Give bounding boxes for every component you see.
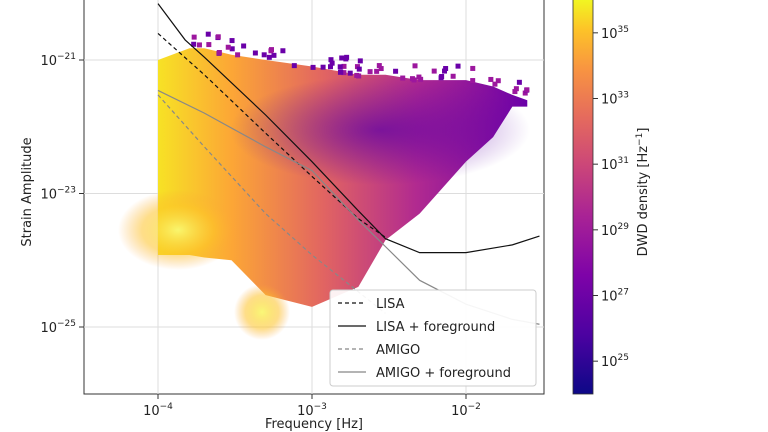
density-speck xyxy=(431,68,437,74)
density-speck xyxy=(268,47,274,53)
series-line-lisa-foreground xyxy=(157,3,540,254)
density-speck xyxy=(488,76,494,82)
colorbar-tick-label-0: 1025 xyxy=(601,353,629,370)
density-speck xyxy=(229,38,235,44)
density-speck xyxy=(215,34,221,40)
density-speck xyxy=(241,43,247,49)
y-axis-ticks: 10−21 10−23 10−25 xyxy=(40,52,84,336)
density-speck xyxy=(206,42,212,48)
density-speck xyxy=(261,52,267,58)
density-speck xyxy=(271,52,277,58)
density-speck xyxy=(492,81,498,87)
density-speck xyxy=(524,87,530,93)
legend-label-amigo-foreground: AMIGO + foreground xyxy=(376,366,511,381)
density-speck xyxy=(235,52,241,58)
colorbar-label: DWD density [Hz−1] xyxy=(635,128,651,257)
density-speck xyxy=(337,69,343,75)
density-speck xyxy=(412,63,418,69)
legend-label-amigo: AMIGO xyxy=(376,343,420,358)
colorbar: 1025 1027 1029 1031 1033 1035 DWD density [Hz… xyxy=(572,0,651,395)
density-top-shade xyxy=(230,75,530,185)
density-speck xyxy=(393,68,399,74)
density-speck xyxy=(320,64,326,70)
density-speck xyxy=(310,64,316,70)
density-speck xyxy=(291,63,297,69)
density-speck xyxy=(470,65,476,71)
density-speck xyxy=(252,50,258,56)
x-tick-label-1: 10−3 xyxy=(297,402,327,419)
density-speck xyxy=(280,48,286,54)
density-speck xyxy=(327,64,333,70)
density-speck xyxy=(522,90,528,96)
density-speck xyxy=(196,42,202,48)
colorbar-tick-label-5: 1035 xyxy=(601,25,629,42)
density-speck xyxy=(344,54,350,60)
legend: LISA LISA + foreground AMIGO AMIGO + foregr… xyxy=(329,289,537,387)
series-line-amigo xyxy=(157,94,386,314)
x-axis-ticks: 10−4 10−3 10−2 xyxy=(143,394,481,419)
density-speck xyxy=(443,66,449,72)
density-speck xyxy=(378,66,384,72)
density-speck xyxy=(516,79,522,85)
colorbar-gradient xyxy=(572,0,594,395)
density-hotspot-notch xyxy=(234,284,290,340)
density-region xyxy=(118,31,530,340)
density-specks xyxy=(191,31,530,96)
density-speck xyxy=(367,69,373,75)
density-speck xyxy=(337,64,343,70)
density-speck xyxy=(347,70,353,76)
y-tick-label-0: 10−21 xyxy=(40,52,76,69)
density-speck xyxy=(442,68,448,74)
colorbar-tick-label-3: 1031 xyxy=(601,156,629,173)
colorbar-tick-label-1: 1027 xyxy=(601,288,629,305)
density-speck xyxy=(329,60,335,66)
density-speck xyxy=(513,86,519,92)
x-tick-label-2: 10−2 xyxy=(451,402,481,419)
density-speck xyxy=(356,66,362,72)
density-speck xyxy=(205,31,211,37)
density-speck xyxy=(512,89,518,95)
y-tick-label-2: 10−25 xyxy=(40,319,76,336)
legend-box xyxy=(329,289,537,387)
colorbar-tick-label-2: 1029 xyxy=(601,222,629,239)
density-speck xyxy=(357,58,363,64)
density-speck xyxy=(418,76,424,82)
density-speck xyxy=(470,78,476,84)
density-speck xyxy=(225,44,231,50)
density-speck xyxy=(495,78,501,84)
legend-label-lisa: LISA xyxy=(376,297,405,312)
density-speck xyxy=(376,63,382,69)
legend-label-lisa-foreground: LISA + foreground xyxy=(376,320,495,335)
density-speck xyxy=(400,75,406,81)
density-speck xyxy=(341,63,347,69)
density-speck xyxy=(191,34,197,40)
density-speck xyxy=(266,54,272,60)
density-speck xyxy=(409,76,415,82)
density-speck xyxy=(354,72,360,78)
density-speck xyxy=(374,68,380,74)
density-speck xyxy=(439,74,445,80)
density-hotspot-low-freq xyxy=(118,190,238,270)
density-speck xyxy=(354,64,360,70)
density-speck xyxy=(229,46,235,52)
density-speck xyxy=(450,73,456,79)
y-tick-label-1: 10−23 xyxy=(40,186,76,203)
density-speck xyxy=(341,70,347,76)
density-speck xyxy=(216,50,222,56)
density-speck xyxy=(328,57,334,63)
density-speck xyxy=(339,55,345,61)
x-tick-label-0: 10−4 xyxy=(143,402,173,419)
y-axis-label: Strain Amplitude xyxy=(20,137,35,246)
colorbar-tick-label-4: 1033 xyxy=(601,91,629,108)
density-speck xyxy=(455,63,461,69)
density-speck xyxy=(191,41,197,47)
x-axis-label: Frequency [Hz] xyxy=(265,417,363,432)
series-line-lisa xyxy=(157,32,386,238)
